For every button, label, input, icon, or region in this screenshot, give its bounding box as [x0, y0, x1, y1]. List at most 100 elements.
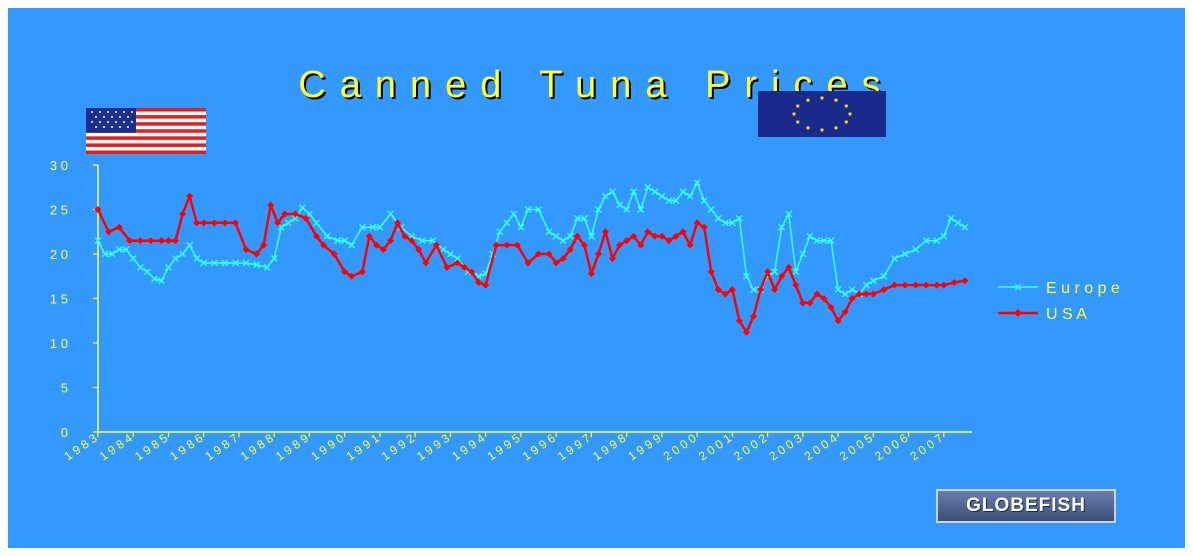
data-point	[157, 277, 165, 285]
data-point	[901, 250, 909, 258]
data-point	[313, 232, 320, 240]
data-point	[365, 232, 373, 240]
data-point	[94, 237, 102, 245]
y-tick-label: 3 0	[50, 158, 68, 173]
data-point	[940, 232, 948, 240]
data-point	[912, 281, 920, 289]
data-point	[940, 281, 948, 289]
data-point	[848, 295, 856, 302]
data-point	[778, 223, 786, 231]
data-point	[869, 290, 877, 298]
data-point	[200, 259, 208, 267]
data-point	[573, 214, 581, 222]
data-point	[672, 197, 680, 205]
data-point	[267, 201, 275, 209]
x-tick-label: 1 9 9 2	[379, 431, 417, 464]
data-point	[827, 237, 835, 245]
data-point	[841, 290, 849, 298]
data-point	[186, 241, 194, 249]
data-point	[693, 219, 701, 227]
eu-flag-icon	[758, 91, 886, 137]
data-point	[922, 237, 930, 245]
data-point	[376, 223, 384, 231]
data-point	[735, 317, 743, 325]
data-point	[841, 308, 849, 316]
data-point	[136, 263, 144, 271]
data-point	[492, 241, 500, 249]
data-point	[186, 192, 194, 200]
data-point	[637, 206, 645, 213]
data-point	[432, 241, 440, 249]
x-tick-label: 1 9 8 9	[273, 431, 311, 464]
data-point	[401, 232, 409, 240]
eu-star-icon	[796, 120, 800, 124]
y-tick-label: 0	[61, 425, 68, 440]
data-point	[820, 295, 828, 302]
data-point	[475, 278, 483, 286]
data-point	[580, 214, 588, 222]
legend-layer: E u r o p e U S A	[998, 280, 1120, 323]
data-point	[869, 277, 877, 285]
data-point	[200, 219, 208, 227]
data-point	[305, 210, 313, 218]
data-point	[94, 206, 102, 213]
data-point	[672, 232, 680, 240]
data-point	[453, 259, 461, 267]
data-point	[281, 210, 289, 218]
data-point	[778, 272, 786, 280]
data-point	[270, 254, 278, 262]
eu-star-icon	[848, 112, 852, 116]
chart-slide: Canned Tuna Prices GLOBEFISH	[8, 8, 1185, 548]
x-tick-label: 1 9 9 1	[344, 431, 382, 464]
data-point	[601, 192, 609, 200]
data-point	[890, 254, 898, 262]
series-usa	[94, 192, 969, 336]
data-point	[372, 241, 380, 249]
data-point	[348, 241, 356, 249]
data-point	[566, 246, 574, 254]
data-point	[644, 228, 652, 236]
series-europe	[94, 179, 969, 298]
series-layer	[94, 179, 969, 336]
data-point	[242, 246, 250, 254]
data-point	[742, 272, 750, 280]
data-point	[129, 254, 137, 262]
data-point	[260, 241, 268, 249]
data-point	[439, 246, 447, 254]
data-point	[644, 183, 652, 191]
data-point	[147, 237, 155, 245]
y-tick-label: 5	[61, 381, 68, 396]
x-tick-label: 2 0 0 0	[661, 431, 699, 464]
data-point	[387, 237, 395, 245]
data-point	[771, 286, 779, 294]
data-point	[679, 188, 687, 196]
eu-star-icon	[834, 126, 838, 130]
data-point	[496, 228, 504, 236]
data-point	[136, 237, 144, 245]
data-point	[545, 250, 553, 258]
data-point	[277, 223, 285, 231]
legend-label: E u r o p e	[1046, 280, 1120, 297]
data-point	[179, 250, 187, 258]
data-point	[792, 281, 800, 289]
data-point	[700, 223, 708, 231]
data-point	[524, 206, 532, 213]
data-point	[126, 237, 134, 245]
data-point	[950, 278, 958, 286]
data-point	[341, 268, 349, 276]
data-point	[164, 237, 172, 245]
data-point	[298, 204, 306, 212]
data-point	[323, 232, 331, 240]
data-point	[510, 210, 518, 218]
x-tick-label: 2 0 0 6	[872, 431, 910, 464]
data-point	[210, 219, 218, 227]
data-point	[253, 261, 261, 269]
x-tick-label: 1 9 9 7	[555, 431, 593, 464]
data-point	[686, 192, 694, 200]
data-point	[524, 259, 532, 267]
data-point	[750, 286, 757, 294]
eu-star-icon	[820, 128, 824, 132]
data-point	[341, 237, 349, 245]
data-point	[764, 268, 772, 276]
data-point	[274, 219, 282, 227]
